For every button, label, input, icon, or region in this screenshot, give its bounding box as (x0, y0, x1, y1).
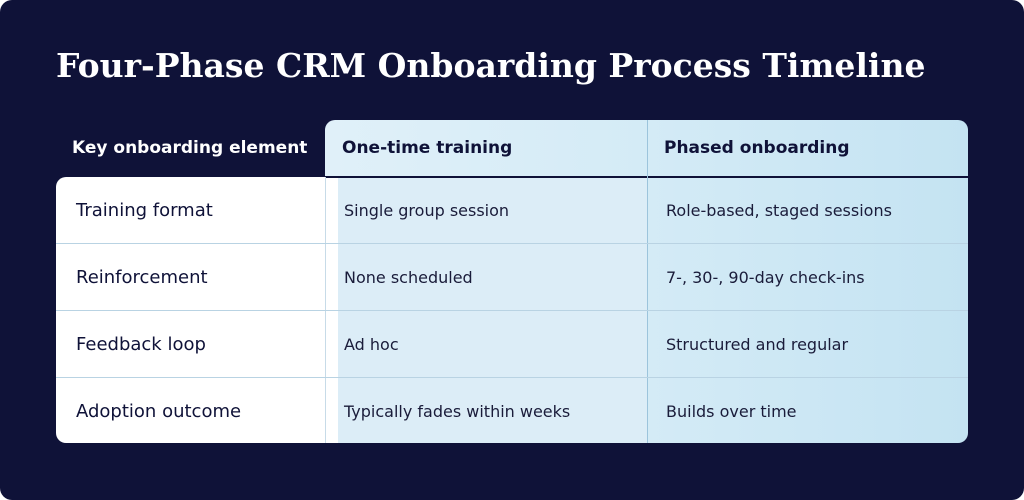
header-divider (325, 176, 968, 178)
header-one-time-training: One-time training (342, 138, 513, 158)
cell-one-time-reinforcement: None scheduled (344, 267, 473, 287)
cell-phased-reinforcement: 7-, 30-, 90-day check-ins (666, 267, 865, 287)
row-label-feedback-loop: Feedback loop (76, 333, 206, 355)
cell-one-time-adoption-outcome: Typically fades within weeks (344, 401, 571, 421)
row-label-training-format: Training format (76, 199, 213, 221)
cell-phased-training-format: Role-based, staged sessions (666, 200, 892, 220)
column-divider (647, 120, 648, 443)
cell-phased-adoption-outcome: Builds over time (666, 401, 797, 421)
cell-phased-feedback-loop: Structured and regular (666, 334, 849, 354)
header-phased-onboarding: Phased onboarding (664, 138, 850, 158)
row-divider (56, 310, 968, 311)
row-divider (56, 377, 968, 378)
comparison-table: Key onboarding element One-time training… (56, 120, 968, 443)
cell-one-time-training-format: Single group session (344, 200, 510, 220)
cell-one-time-feedback-loop: Ad hoc (344, 334, 399, 354)
row-divider (56, 243, 968, 244)
page-title: Four-Phase CRM Onboarding Process Timeli… (56, 46, 926, 85)
row-label-reinforcement: Reinforcement (76, 266, 208, 288)
row-label-adoption-outcome: Adoption outcome (76, 400, 242, 422)
header-key-element: Key onboarding element (72, 138, 308, 158)
